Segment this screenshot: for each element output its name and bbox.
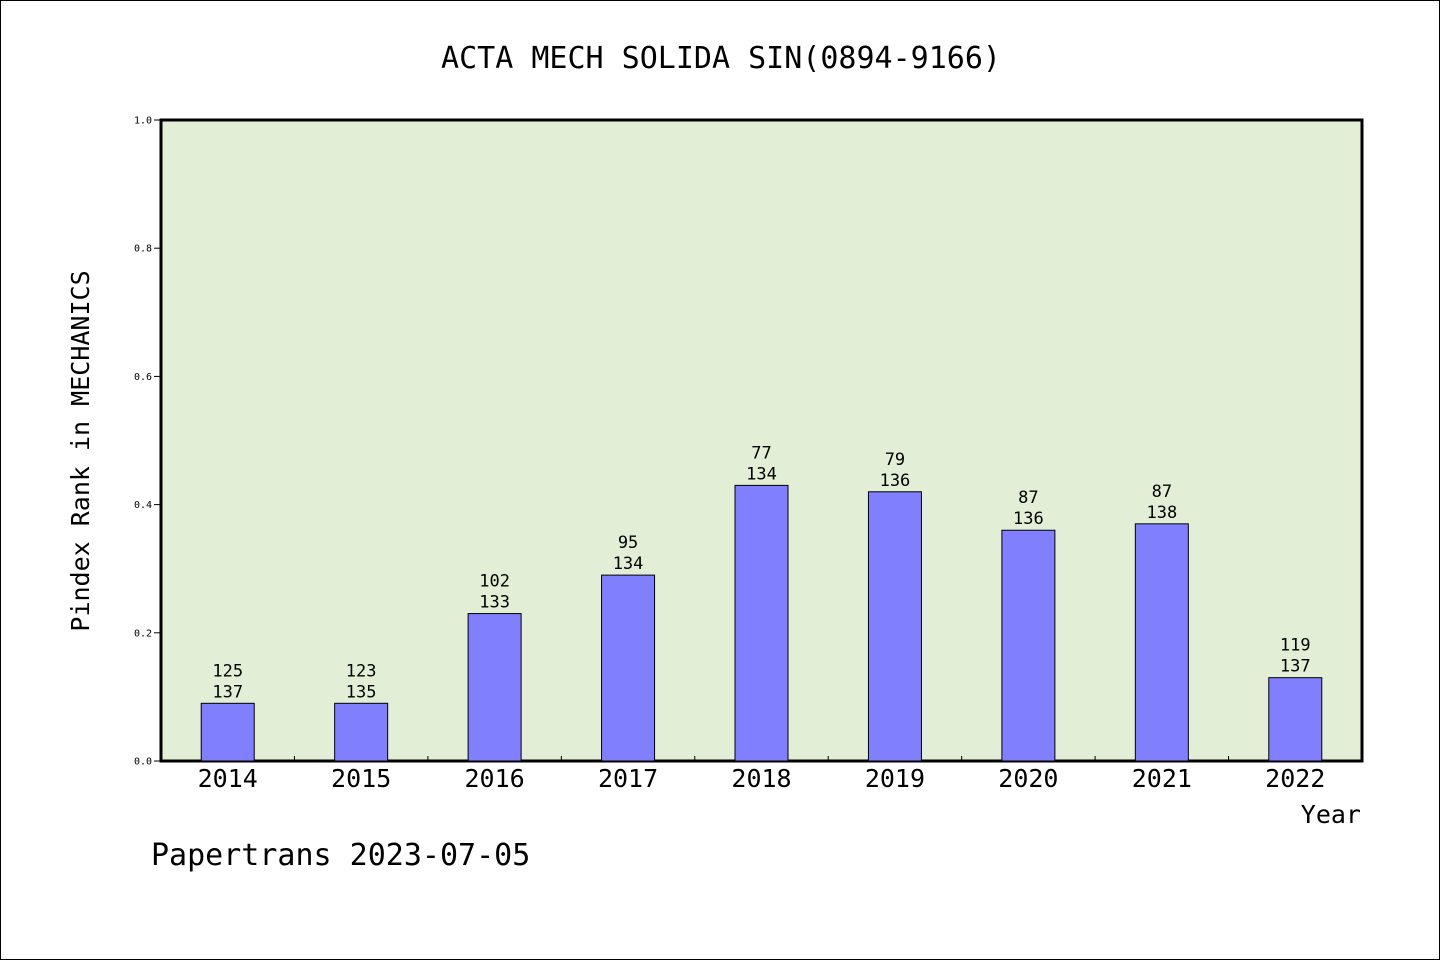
bar-total-label: 134 bbox=[613, 554, 644, 574]
bar-total-label: 136 bbox=[1013, 509, 1044, 529]
bar-total-label: 133 bbox=[479, 593, 510, 613]
x-tick-label: 2016 bbox=[465, 764, 525, 793]
x-axis-label: Year bbox=[1301, 800, 1361, 829]
bar-total-label: 136 bbox=[880, 471, 911, 491]
bar-total-label: 137 bbox=[1280, 657, 1311, 677]
y-tick-label: 0.2 bbox=[134, 628, 152, 639]
bar bbox=[1001, 529, 1056, 762]
bar bbox=[734, 484, 789, 762]
x-tick-label: 2015 bbox=[331, 764, 391, 793]
y-tick-label: 0.0 bbox=[134, 757, 152, 768]
x-tick-label: 2022 bbox=[1265, 764, 1325, 793]
y-tick-label: 0.8 bbox=[134, 244, 152, 255]
bar-total-label: 138 bbox=[1146, 503, 1177, 523]
bar-rank-label: 123 bbox=[346, 661, 377, 681]
bar bbox=[867, 491, 922, 762]
x-axis: 2014 2015 2016 2017 2018 2019 2020 2021 2022 bbox=[198, 756, 1325, 793]
y-tick-label: 1.0 bbox=[134, 116, 152, 127]
bar-rank-label: 77 bbox=[751, 443, 771, 463]
y-tick-label: 0.4 bbox=[134, 500, 152, 511]
footer-text: Papertrans 2023-07-05 bbox=[151, 838, 530, 873]
x-tick-label: 2014 bbox=[198, 764, 258, 793]
bar-rank-label: 87 bbox=[1018, 488, 1038, 508]
bar-total-label: 134 bbox=[746, 464, 777, 484]
bars: 1251371231351021339513477134791368713687… bbox=[200, 443, 1323, 762]
bar-rank-label: 119 bbox=[1280, 636, 1311, 656]
chart-title: ACTA MECH SOLIDA SIN(0894-9166) bbox=[441, 41, 1001, 76]
x-tick-label: 2017 bbox=[598, 764, 658, 793]
x-tick-label: 2018 bbox=[731, 764, 791, 793]
bar-rank-label: 87 bbox=[1152, 482, 1172, 502]
bar-rank-label: 79 bbox=[885, 450, 905, 470]
bar-rank-label: 95 bbox=[618, 533, 638, 553]
bar bbox=[200, 702, 255, 762]
x-tick-label: 2021 bbox=[1132, 764, 1192, 793]
y-tick-label: 0.6 bbox=[134, 372, 152, 383]
y-axis-label: Pindex Rank in MECHANICS bbox=[66, 270, 95, 631]
x-tick-label: 2020 bbox=[998, 764, 1058, 793]
bar bbox=[601, 574, 656, 762]
x-tick-label: 2019 bbox=[865, 764, 925, 793]
bar-rank-label: 102 bbox=[479, 572, 510, 592]
bar bbox=[1134, 523, 1189, 762]
bar bbox=[334, 702, 389, 762]
bar-total-label: 135 bbox=[346, 682, 377, 702]
bar bbox=[1268, 677, 1323, 762]
bar-total-label: 137 bbox=[212, 682, 243, 702]
bar bbox=[467, 613, 522, 762]
bar-rank-label: 125 bbox=[212, 661, 243, 681]
y-axis: 0.0 0.2 0.4 0.6 0.8 1.0 bbox=[134, 116, 161, 768]
